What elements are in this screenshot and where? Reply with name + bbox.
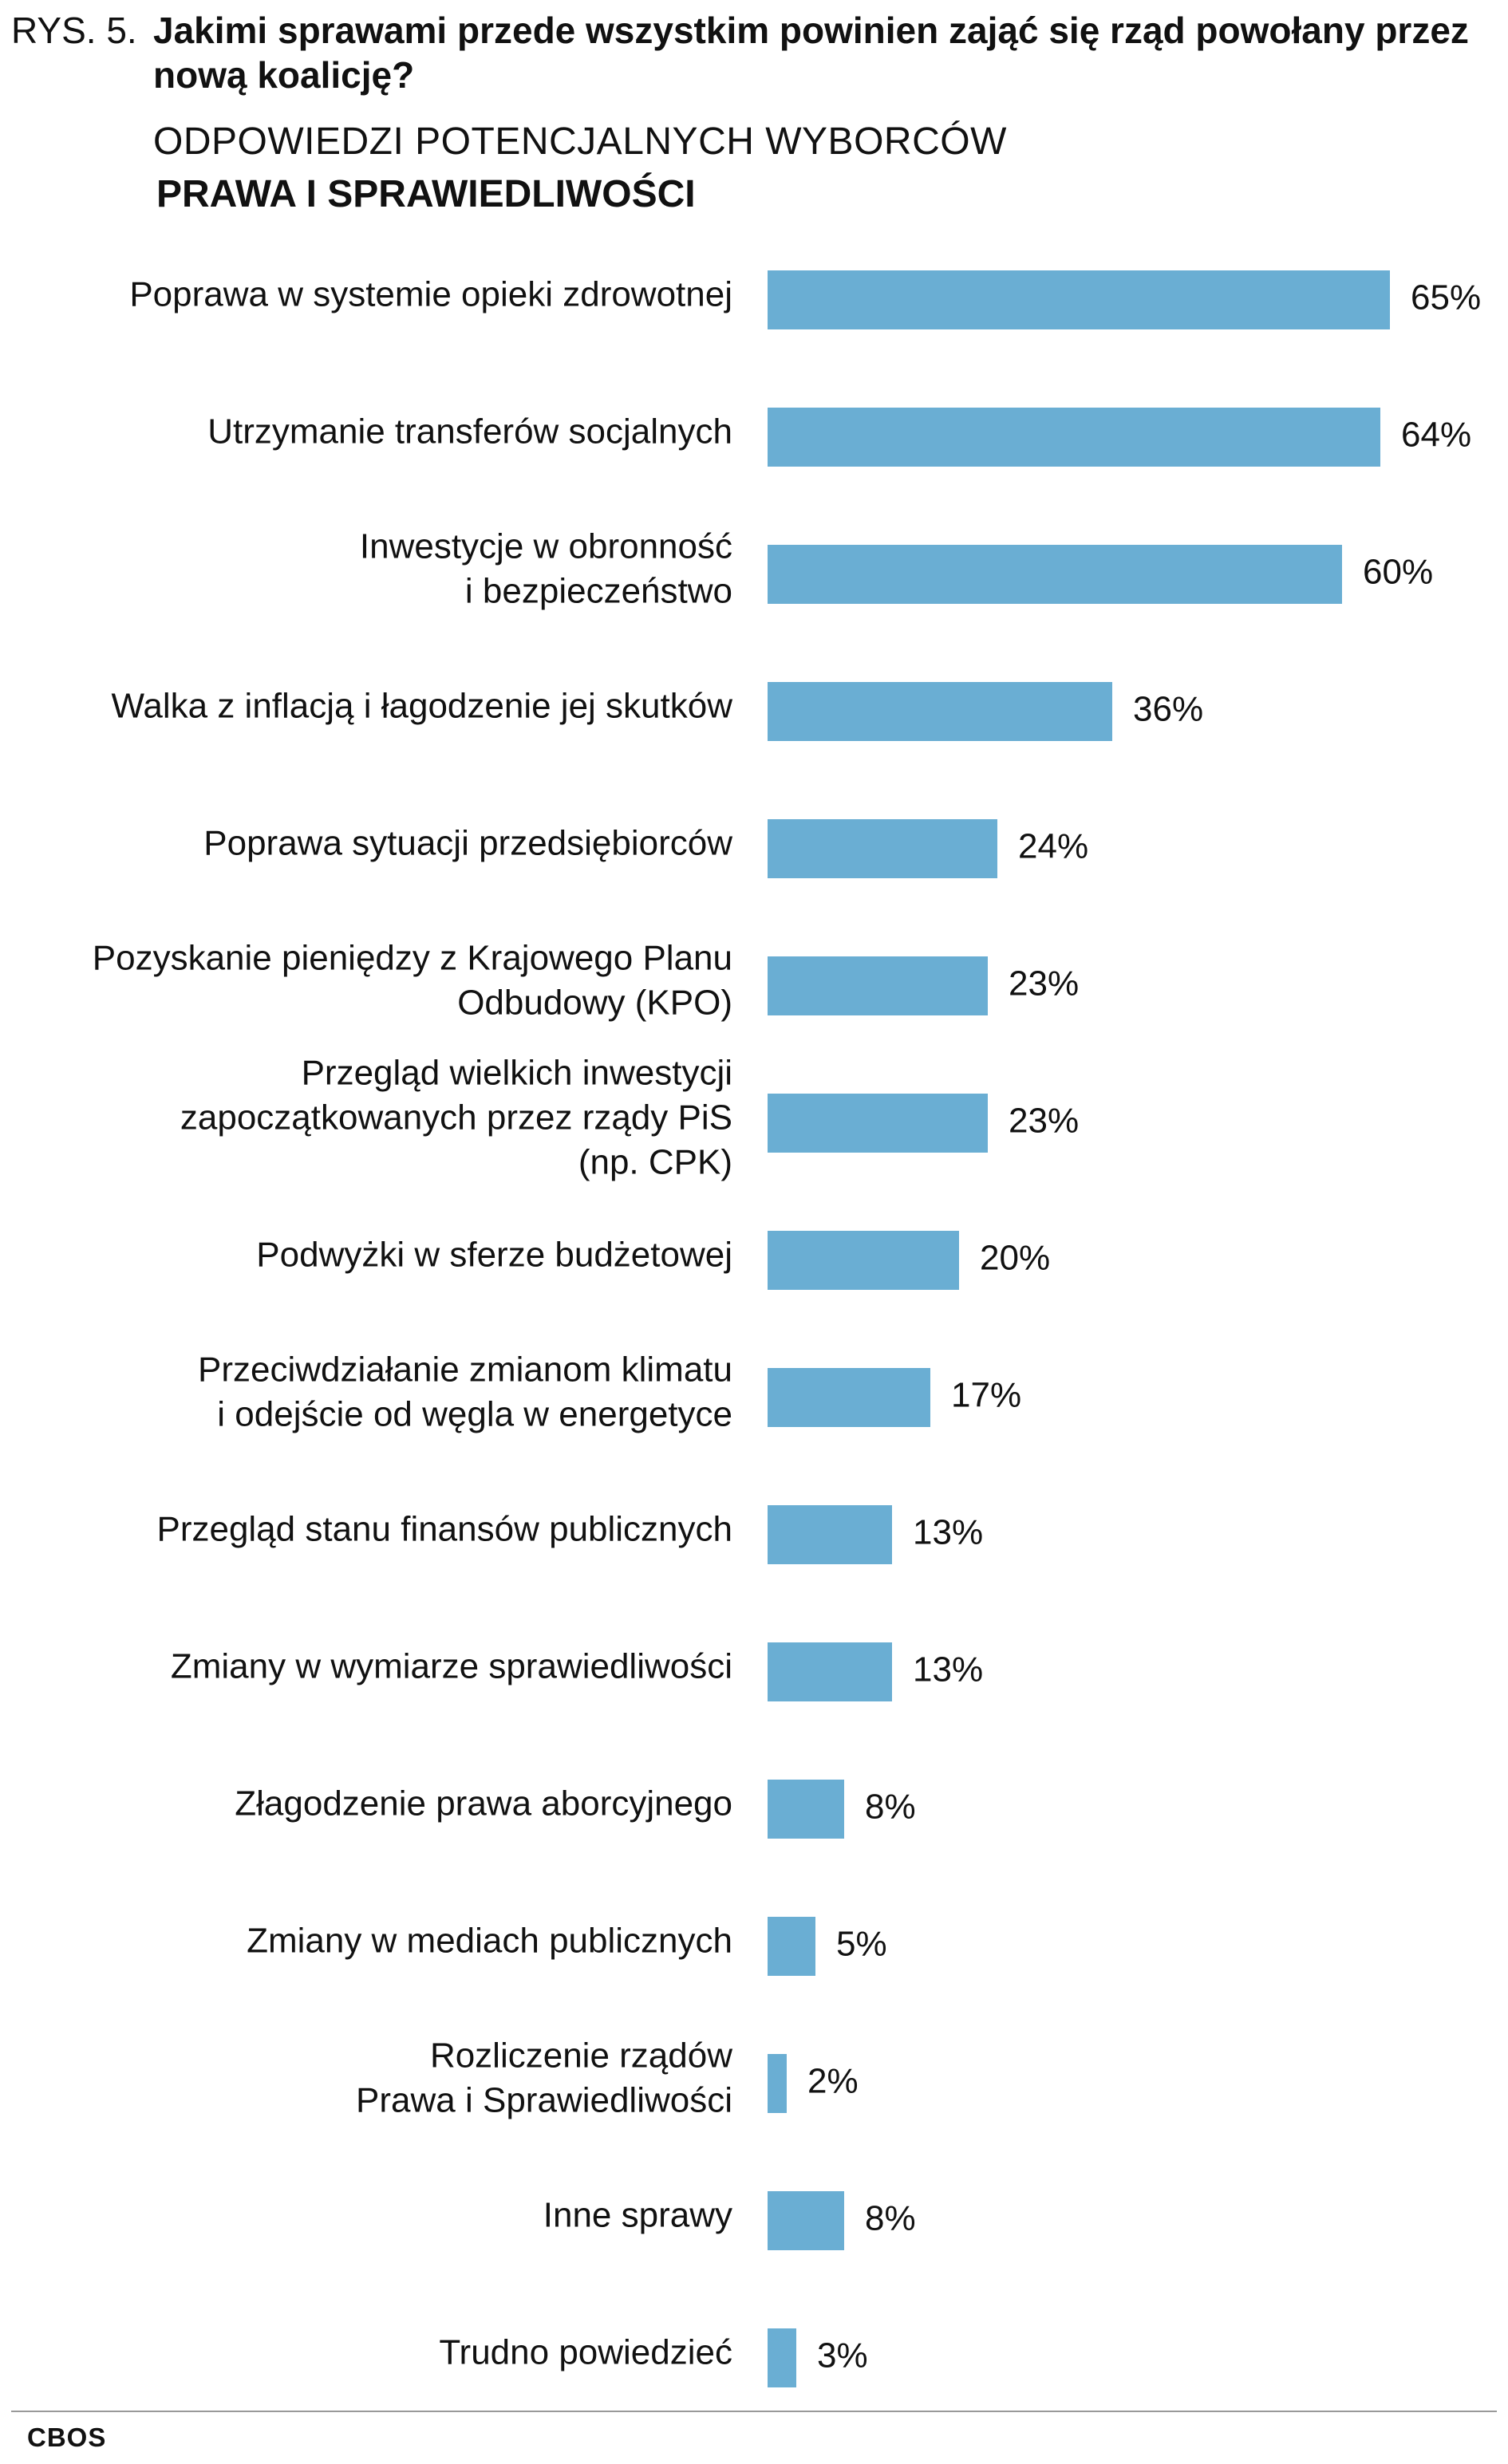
bar-row: 13% Przegląd stanu finansów publicznych: [156, 1505, 983, 1564]
bar-value-label: 2%: [807, 2062, 859, 2101]
category-label: Złagodzenie prawa aborcyjnego: [235, 1784, 732, 1823]
bar-value-label: 24%: [1018, 827, 1088, 866]
category-label: i bezpieczeństwo: [465, 572, 732, 611]
category-label: Zmiany w mediach publicznych: [247, 1922, 732, 1961]
bar-row: 3% Trudno powiedzieć: [439, 2328, 868, 2387]
category-label: Prawa i Sprawiedliwości: [356, 2081, 732, 2120]
bar-value-label: 60%: [1363, 553, 1433, 592]
bar: [768, 819, 997, 878]
bar-value-label: 8%: [865, 2199, 916, 2238]
bar: [768, 1505, 892, 1564]
category-label: i odejście od węgla w energetyce: [217, 1395, 732, 1434]
bar-value-label: 17%: [951, 1376, 1021, 1415]
bar-row: 20% Podwyżki w sferze budżetowej: [256, 1231, 1050, 1290]
bar-value-label: 23%: [1009, 1102, 1079, 1141]
bar: [768, 2191, 844, 2250]
category-label: Przegląd wielkich inwestycji: [302, 1054, 732, 1093]
category-label: Odbudowy (KPO): [457, 984, 732, 1023]
bar-row: 8% Złagodzenie prawa aborcyjnego: [235, 1780, 916, 1839]
bar-row: 65% Poprawa w systemie opieki zdrowotnej: [129, 270, 1481, 329]
category-label: Poprawa sytuacji przedsiębiorców: [203, 824, 732, 863]
category-label: Poprawa w systemie opieki zdrowotnej: [129, 275, 732, 314]
footer-divider: [11, 2411, 1497, 2412]
bar-row: 2% Rozliczenie rządów Prawa i Sprawiedliwo…: [356, 2036, 859, 2120]
chart-subtitle: ODPOWIEDZI POTENCJALNYCH WYBORCÓW: [153, 120, 1007, 163]
bar: [768, 1780, 844, 1839]
bar-value-label: 20%: [980, 1239, 1050, 1278]
chart-title: Jakimi sprawami przede wszystkim powinie…: [153, 10, 1469, 96]
source-label: CBOS: [27, 2423, 107, 2452]
bar-value-label: 23%: [1009, 964, 1079, 1003]
bar-value-label: 65%: [1411, 278, 1481, 317]
bar-value-label: 5%: [836, 1925, 887, 1964]
bar: [768, 1368, 930, 1427]
bar-chart: 65%Poprawa w systemie opieki zdrowotnej6…: [93, 270, 1481, 2387]
bar-value-label: 13%: [913, 1650, 983, 1689]
bar: [768, 1231, 959, 1290]
bar-row: 64% Utrzymanie transferów socjalnych: [207, 408, 1471, 467]
category-label: Utrzymanie transferów socjalnych: [207, 412, 732, 451]
bar: [768, 2328, 796, 2387]
bar-value-label: 3%: [817, 2336, 868, 2375]
bar-row: 24% Poprawa sytuacji przedsiębiorców: [203, 819, 1088, 878]
bar: [768, 1642, 892, 1701]
bar: [768, 682, 1112, 741]
category-label: Pozyskanie pieniędzy z Krajowego Planu: [93, 939, 732, 978]
bar-row: 23% Przegląd wielkich inwestycji zapoczątk…: [180, 1054, 1079, 1182]
bar: [768, 2054, 787, 2113]
category-label: Inwestycje w obronność: [360, 527, 732, 566]
category-label: zapoczątkowanych przez rządy PiS: [180, 1098, 732, 1137]
bar: [768, 1094, 988, 1153]
bar-value-label: 64%: [1401, 416, 1471, 455]
bar-value-label: 13%: [913, 1513, 983, 1552]
category-label: Walka z inflacją i łagodzenie jej skutkó…: [111, 687, 732, 726]
bar: [768, 1917, 815, 1976]
category-label: Przeciwdziałanie zmianom klimatu: [198, 1350, 732, 1390]
bar: [768, 956, 988, 1015]
bar-row: 17% Przeciwdziałanie zmianom klimatu i ode…: [198, 1350, 1021, 1434]
bar-row: 36% Walka z inflacją i łagodzenie jej sku…: [111, 682, 1203, 741]
bar: [768, 545, 1342, 604]
bar: [768, 270, 1390, 329]
category-label: Zmiany w wymiarze sprawiedliwości: [171, 1647, 732, 1686]
bar-row: 13% Zmiany w wymiarze sprawiedliwości: [171, 1642, 983, 1701]
category-label: (np. CPK): [578, 1143, 732, 1182]
bar-row: 60% Inwestycje w obronność i bezpieczeństw…: [360, 527, 1433, 611]
bar: [768, 408, 1380, 467]
bar-value-label: 8%: [865, 1788, 916, 1827]
bar-row: 5% Zmiany w mediach publicznych: [247, 1917, 887, 1976]
figure-label: RYS. 5.: [11, 10, 137, 51]
category-label: Trudno powiedzieć: [439, 2333, 732, 2372]
chart-subtitle-emphasis: PRAWA I SPRAWIEDLIWOŚCI: [156, 173, 696, 215]
bar-value-label: 36%: [1133, 690, 1203, 729]
category-label: Podwyżki w sferze budżetowej: [256, 1236, 732, 1275]
bar-row: 23% Pozyskanie pieniędzy z Krajowego Plan…: [93, 939, 1079, 1023]
category-label: Inne sprawy: [543, 2196, 732, 2235]
category-label: Rozliczenie rządów: [430, 2036, 732, 2076]
category-label: Przegląd stanu finansów publicznych: [156, 1510, 732, 1549]
bar-row: 8% Inne sprawy: [543, 2191, 916, 2250]
